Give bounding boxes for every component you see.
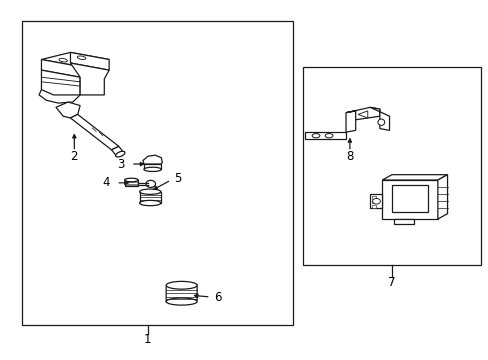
Ellipse shape bbox=[143, 167, 161, 171]
Bar bbox=[371, 196, 376, 199]
Circle shape bbox=[145, 180, 155, 188]
Polygon shape bbox=[56, 102, 80, 118]
Polygon shape bbox=[382, 175, 447, 180]
Circle shape bbox=[372, 198, 380, 204]
Text: 7: 7 bbox=[387, 276, 395, 289]
Polygon shape bbox=[346, 107, 379, 120]
Polygon shape bbox=[111, 146, 123, 156]
Polygon shape bbox=[166, 284, 197, 302]
Polygon shape bbox=[369, 107, 389, 130]
Polygon shape bbox=[369, 194, 382, 208]
Text: 6: 6 bbox=[214, 291, 222, 304]
Polygon shape bbox=[124, 180, 138, 186]
Polygon shape bbox=[70, 114, 119, 150]
Bar bbox=[22, 21, 292, 325]
Ellipse shape bbox=[325, 134, 332, 138]
Text: 4: 4 bbox=[102, 176, 110, 189]
Bar bbox=[391, 185, 427, 212]
Bar bbox=[371, 201, 376, 203]
Ellipse shape bbox=[59, 58, 67, 62]
Polygon shape bbox=[139, 192, 161, 203]
Ellipse shape bbox=[139, 189, 161, 194]
Ellipse shape bbox=[115, 151, 124, 157]
Polygon shape bbox=[70, 63, 109, 95]
Polygon shape bbox=[346, 111, 355, 132]
Text: 8: 8 bbox=[346, 150, 353, 163]
Polygon shape bbox=[41, 59, 80, 77]
Ellipse shape bbox=[139, 201, 161, 206]
Text: 1: 1 bbox=[144, 333, 151, 346]
Bar bbox=[302, 67, 480, 265]
Polygon shape bbox=[142, 155, 162, 164]
Polygon shape bbox=[437, 175, 447, 219]
Text: 5: 5 bbox=[174, 172, 182, 185]
Ellipse shape bbox=[166, 298, 197, 305]
Ellipse shape bbox=[377, 119, 384, 125]
Text: 3: 3 bbox=[117, 158, 124, 171]
Text: 2: 2 bbox=[70, 150, 78, 163]
Polygon shape bbox=[305, 132, 346, 139]
Polygon shape bbox=[382, 180, 437, 219]
Ellipse shape bbox=[77, 56, 86, 59]
Ellipse shape bbox=[166, 282, 197, 289]
Ellipse shape bbox=[311, 134, 319, 138]
Bar bbox=[371, 205, 376, 208]
Polygon shape bbox=[41, 70, 80, 95]
Polygon shape bbox=[143, 164, 161, 169]
Polygon shape bbox=[41, 53, 109, 67]
Ellipse shape bbox=[124, 178, 138, 182]
Polygon shape bbox=[393, 219, 413, 224]
Polygon shape bbox=[70, 53, 109, 70]
Polygon shape bbox=[357, 111, 367, 118]
